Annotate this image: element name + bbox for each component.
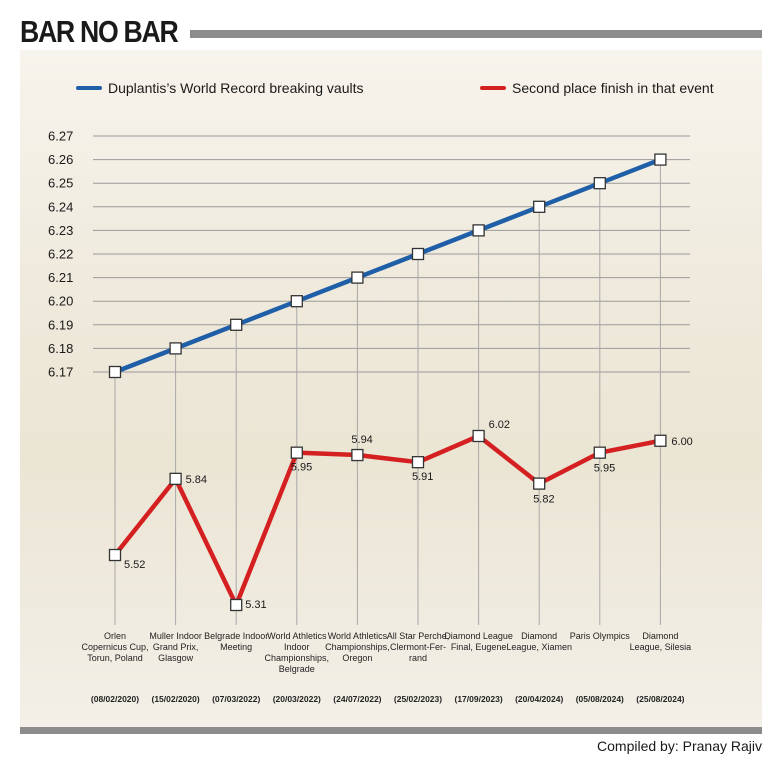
x-tick-label: Diamond (642, 631, 678, 641)
x-date-label: (25/08/2024) (636, 694, 684, 704)
title-divider (190, 30, 762, 38)
background-photo (20, 50, 762, 730)
page-title: BAR NO BAR (20, 14, 179, 49)
y-tick-label: 6.26 (48, 152, 73, 167)
data-point-world-record (290, 295, 303, 308)
x-date-label: (25/02/2023) (394, 694, 442, 704)
data-point-second-place (593, 446, 606, 459)
data-point-world-record (533, 200, 546, 213)
y-tick-label: 6.19 (48, 317, 73, 332)
data-point-second-place (108, 548, 122, 562)
legend-label-1: Duplantis’s World Record breaking vaults (108, 80, 364, 96)
x-tick-label: Meeting (220, 642, 252, 652)
y-tick-label: 6.18 (48, 341, 73, 356)
x-date-label: (20/03/2022) (273, 694, 321, 704)
data-point-second-place (290, 446, 303, 459)
x-date-label: (07/03/2022) (212, 694, 260, 704)
data-point-world-record (108, 365, 122, 379)
data-label-second-place: 5.82 (533, 494, 554, 506)
y-tick-label: 6.22 (48, 247, 73, 262)
data-point-second-place (230, 598, 243, 612)
x-date-label: (15/02/2020) (151, 694, 199, 704)
data-label-second-place: 5.31 (245, 599, 266, 611)
x-tick-label: Orlen (104, 631, 126, 641)
data-point-second-place (411, 456, 425, 469)
x-tick-label: League, Silesia (630, 642, 692, 652)
data-point-world-record (593, 177, 606, 190)
data-label-second-place: 5.91 (412, 471, 433, 483)
x-date-label: (05/08/2024) (576, 694, 624, 704)
y-tick-label: 6.24 (48, 199, 73, 214)
x-tick-label: Muller Indoor (149, 631, 202, 641)
data-label-second-place: 5.84 (186, 474, 207, 486)
x-tick-label: Oregon (342, 653, 372, 663)
data-point-second-place (654, 434, 667, 447)
x-tick-label: Championships, (265, 653, 330, 663)
data-point-world-record (472, 224, 485, 237)
data-point-second-place (472, 429, 485, 443)
x-tick-label: Diamond League (444, 631, 513, 641)
x-tick-label: Championships, (325, 642, 390, 652)
x-date-label: (17/09/2023) (454, 694, 502, 704)
y-tick-label: 6.21 (48, 270, 73, 285)
credit-text: Compiled by: Pranay Rajiv (597, 738, 762, 754)
x-tick-label: Final, Eugene (451, 642, 507, 652)
y-tick-label: 6.20 (48, 294, 73, 309)
data-point-second-place (533, 477, 546, 490)
x-date-label: (24/07/2022) (333, 694, 381, 704)
data-point-world-record (654, 153, 667, 166)
legend-label-2: Second place finish in that event (512, 80, 714, 96)
data-label-second-place: 5.95 (594, 463, 615, 475)
y-tick-label: 6.25 (48, 176, 73, 191)
x-tick-label: World Athletics (267, 631, 327, 641)
x-tick-label: League, Xiamen (506, 642, 572, 652)
data-point-world-record (351, 271, 364, 284)
x-tick-label: Belgrade (279, 664, 315, 674)
x-tick-label: Torun, Poland (87, 653, 143, 663)
x-tick-label: Diamond (521, 631, 557, 641)
data-point-second-place (169, 472, 182, 485)
series-line-second-place (113, 433, 661, 608)
y-tick-label: 6.23 (48, 223, 73, 238)
x-tick-label: Belgrade Indoor (204, 631, 268, 641)
x-tick-label: Grand Prix, (153, 642, 199, 652)
series-line-world-records (114, 157, 662, 375)
data-point-world-record (169, 342, 182, 355)
x-tick-label: Indoor (284, 642, 310, 652)
data-label-second-place: 5.52 (124, 559, 145, 571)
x-tick-label: Copernicus Cup, (81, 642, 148, 652)
x-tick-label: Paris Olympics (570, 631, 631, 641)
x-tick-label: Clermont-Fer- (390, 642, 446, 652)
data-label-second-place: 5.94 (351, 434, 372, 446)
x-date-label: (20/04/2024) (515, 694, 563, 704)
x-tick-label: rand (409, 653, 427, 663)
x-tick-label: World Athletics (328, 631, 388, 641)
data-point-second-place (351, 448, 364, 462)
x-tick-label: Glasgow (158, 653, 194, 663)
data-point-world-record (230, 318, 243, 331)
y-tick-label: 6.27 (48, 129, 73, 144)
data-point-world-record (411, 247, 425, 261)
data-label-second-place: 6.02 (489, 419, 510, 431)
data-label-second-place: 5.95 (291, 462, 312, 474)
y-tick-label: 6.17 (48, 365, 73, 380)
x-tick-label: All Star Perche, (387, 631, 450, 641)
bottom-divider (20, 727, 762, 734)
x-date-label: (08/02/2020) (91, 694, 139, 704)
data-label-second-place: 6.00 (671, 436, 692, 448)
